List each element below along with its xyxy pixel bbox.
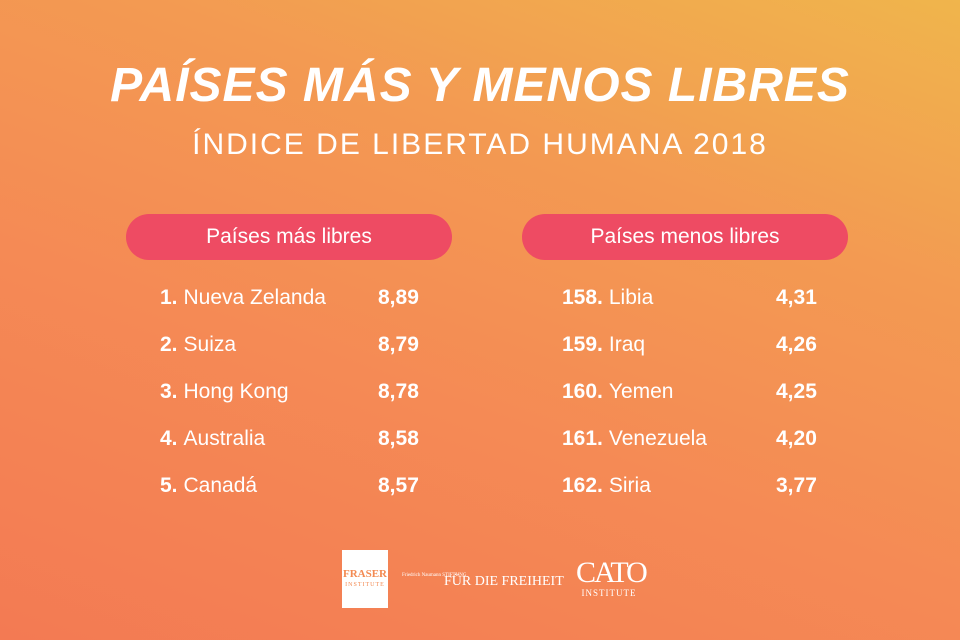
country-entry: 161. Venezuela xyxy=(562,415,707,462)
most-free-list: 1. Nueva Zelanda 8,89 2. Suiza 8,79 3. Hong… xyxy=(126,274,452,509)
cato-logo-subtext: INSTITUTE xyxy=(581,588,637,598)
fraser-institute-logo: FRASER INSTITUTE xyxy=(342,550,388,608)
country-entry: 1. Nueva Zelanda xyxy=(160,274,326,321)
rank: 1. xyxy=(160,286,178,309)
country-name: Yemen xyxy=(608,380,674,403)
country-entry: 3. Hong Kong xyxy=(160,368,289,415)
country-name: Hong Kong xyxy=(183,380,289,403)
country-name: Iraq xyxy=(608,333,646,356)
country-name: Nueva Zelanda xyxy=(183,286,326,309)
fraser-logo-subtext: INSTITUTE xyxy=(345,582,385,588)
country-name: Siria xyxy=(608,474,651,497)
list-item: 3. Hong Kong 8,78 xyxy=(126,368,452,415)
rank: 160. xyxy=(562,380,603,403)
country-name: Canadá xyxy=(183,474,258,497)
rank: 5. xyxy=(160,474,178,497)
country-name: Venezuela xyxy=(608,427,707,450)
country-name: Suiza xyxy=(183,333,237,356)
list-item: 5. Canadá 8,57 xyxy=(126,462,452,509)
list-item: 159. Iraq 4,26 xyxy=(522,321,848,368)
rank: 2. xyxy=(160,333,178,356)
least-free-list: 158. Libia 4,31 159. Iraq 4,26 160. Yemen 4… xyxy=(522,274,848,509)
score: 8,79 xyxy=(378,333,419,356)
rank: 3. xyxy=(160,380,178,403)
score: 8,58 xyxy=(378,427,419,450)
country-entry: 160. Yemen xyxy=(562,368,674,415)
score: 8,57 xyxy=(378,474,419,497)
country-name: Libia xyxy=(608,286,654,309)
rank: 162. xyxy=(562,474,603,497)
country-entry: 159. Iraq xyxy=(562,321,645,368)
least-free-panel: Países menos libres 158. Libia 4,31 159. I… xyxy=(522,214,848,509)
rank: 158. xyxy=(562,286,603,309)
score: 8,78 xyxy=(378,380,419,403)
country-name: Australia xyxy=(183,427,266,450)
rank: 4. xyxy=(160,427,178,450)
list-item: 162. Siria 3,77 xyxy=(522,462,848,509)
page-title: PAÍSES MÁS Y MENOS LIBRES xyxy=(110,59,850,112)
score: 4,20 xyxy=(776,427,817,450)
most-free-panel: Países más libres 1. Nueva Zelanda 8,89 2… xyxy=(126,214,452,509)
list-item: 1. Nueva Zelanda 8,89 xyxy=(126,274,452,321)
most-free-header: Países más libres xyxy=(126,214,452,260)
partner-logos: FRASER INSTITUTE Friedrich Naumann STIFT… xyxy=(0,550,960,610)
least-free-header: Países menos libres xyxy=(522,214,848,260)
rank: 161. xyxy=(562,427,603,450)
country-entry: 158. Libia xyxy=(562,274,653,321)
score: 8,89 xyxy=(378,286,419,309)
list-item: 160. Yemen 4,25 xyxy=(522,368,848,415)
list-item: 4. Australia 8,58 xyxy=(126,415,452,462)
fraser-logo-text: FRASER xyxy=(342,568,387,580)
country-entry: 5. Canadá xyxy=(160,462,257,509)
score: 4,26 xyxy=(776,333,817,356)
page-subtitle: ÍNDICE DE LIBERTAD HUMANA 2018 xyxy=(192,128,768,161)
list-item: 161. Venezuela 4,20 xyxy=(522,415,848,462)
cato-logo-text: CATO xyxy=(576,556,648,589)
score: 3,77 xyxy=(776,474,817,497)
score: 4,25 xyxy=(776,380,817,403)
country-entry: 162. Siria xyxy=(562,462,651,509)
score: 4,31 xyxy=(776,286,817,309)
cato-institute-logo: CATO INSTITUTE xyxy=(576,556,648,599)
naumann-logo-text: FÜR DIE FREIHEIT xyxy=(444,574,564,589)
list-item: 158. Libia 4,31 xyxy=(522,274,848,321)
country-entry: 4. Australia xyxy=(160,415,265,462)
list-item: 2. Suiza 8,79 xyxy=(126,321,452,368)
rank: 159. xyxy=(562,333,603,356)
naumann-logo-small-text: Friedrich Naumann STIFTUNG xyxy=(402,573,467,578)
country-entry: 2. Suiza xyxy=(160,321,236,368)
